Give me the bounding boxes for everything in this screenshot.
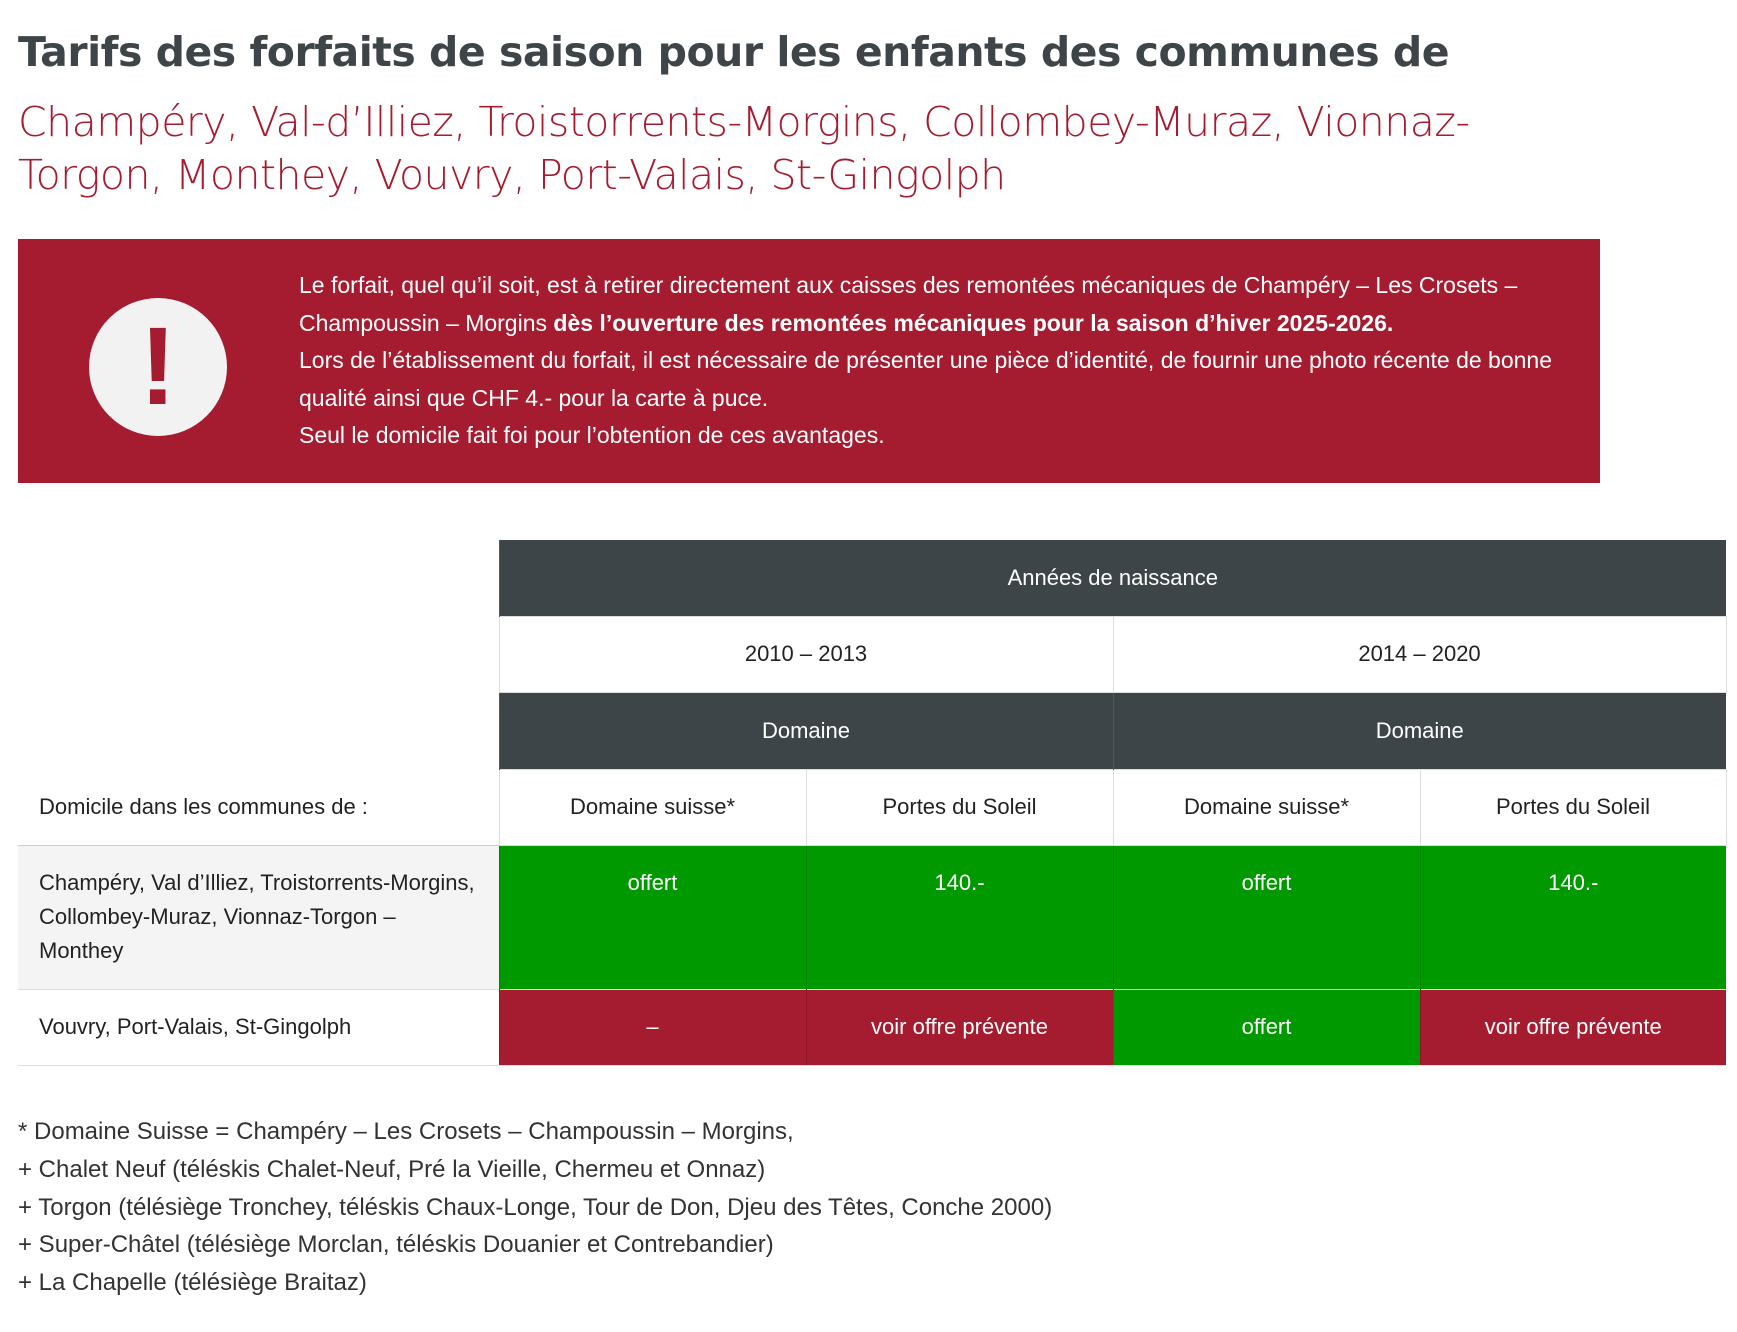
table-row: Champéry, Val d’Illiez, Troistorrents-Mo…: [18, 845, 1726, 989]
alert-icon: !: [89, 298, 227, 436]
text: Lors de l’établissement du forfait, il e…: [299, 347, 1553, 411]
footnote: * Domaine Suisse = Champéry – Les Croset…: [18, 1118, 794, 1145]
footnote: + Chalet Neuf (téléskis Chalet-Neuf, Pré…: [18, 1155, 766, 1183]
year-cell: 2014 – 2020: [1112, 615, 1727, 693]
footnote: + La Chapelle (télésiège Braitaz): [18, 1269, 367, 1297]
bold-text: dès l’ouverture des remontées mécaniques…: [553, 309, 1394, 336]
price-cell: offert: [1112, 989, 1420, 1065]
footnotes: * Domaine Suisse = Champéry – Les Croset…: [18, 1113, 1052, 1302]
year-cell: 2010 – 2013: [498, 615, 1114, 693]
price-cell: voir offre prévente: [1419, 989, 1726, 1065]
price-cell: –: [498, 989, 806, 1065]
price-cell: offert: [1112, 845, 1420, 989]
row-label-header: Domicile dans les communes de :: [39, 793, 368, 819]
price-cell: offert: [498, 845, 806, 989]
subheader-cell: Portes du Soleil: [805, 768, 1114, 846]
subheader-cell: Portes du Soleil: [1419, 768, 1727, 846]
table-row: Vouvry, Port-Valais, St-Gingolph – voir of…: [18, 989, 1726, 1065]
footnote: + Super-Châtel (télésiège Morclan, télés…: [18, 1231, 774, 1259]
price-cell: 140.-: [805, 845, 1113, 989]
price-cell: voir offre prévente: [805, 989, 1113, 1065]
subheader-cell: Domaine suisse*: [498, 768, 807, 846]
subtitle: Champéry, Val-d’Illiez, Troistorrents-Mo…: [18, 98, 1470, 199]
header-cell: Années de naissance: [498, 540, 1726, 616]
row-label: Champéry, Val d’Illiez, Troistorrents-Mo…: [18, 845, 499, 989]
domain-cell: Domaine: [1112, 692, 1726, 769]
notice-text: Le forfait, quel qu’il soit, est à retir…: [299, 267, 1589, 455]
notice-box: [18, 239, 1600, 483]
footnote: + Torgon (télésiège Tronchey, téléskis C…: [18, 1193, 1053, 1221]
subheader-cell: Domaine suisse*: [1112, 768, 1421, 846]
text: Seul le domicile fait foi pour l’obtenti…: [299, 422, 885, 448]
row-label: Vouvry, Port-Valais, St-Gingolph: [18, 989, 499, 1065]
text: Le forfait, quel qu’il soit, est à retir…: [299, 272, 1518, 336]
price-table: Années de naissance 2010 – 2013 2014 – 20…: [18, 540, 1727, 1066]
title: Tarifs des forfaits de saison pour les e…: [18, 28, 1450, 76]
domain-cell: Domaine: [498, 692, 1113, 769]
price-cell: 140.-: [1419, 845, 1726, 989]
